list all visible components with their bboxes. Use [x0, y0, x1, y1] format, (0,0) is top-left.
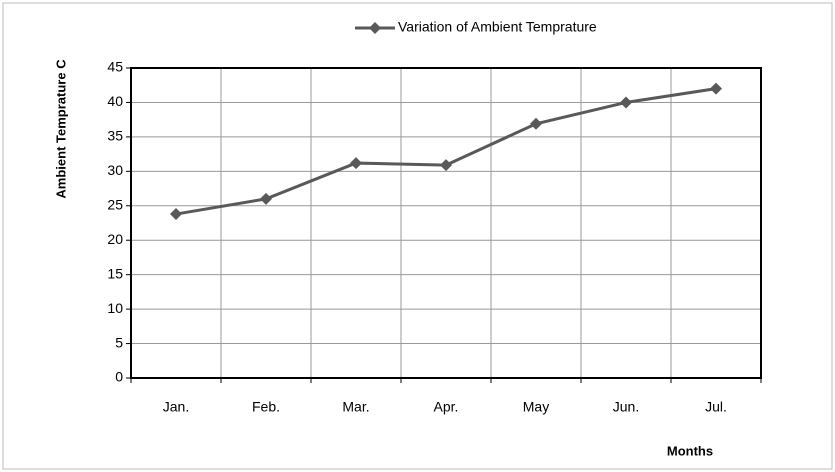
x-tick-label: Jun.: [613, 399, 639, 415]
x-tick-label: Jan.: [163, 399, 189, 415]
x-axis-label: Months: [667, 443, 713, 458]
x-tick-label: Jul.: [705, 399, 727, 415]
marker: [170, 208, 182, 221]
y-tick-label: 30: [107, 162, 123, 178]
y-tick-label: 20: [107, 231, 123, 247]
y-axis-label: Ambient Temprature C: [53, 59, 68, 199]
legend-marker: [369, 22, 381, 34]
marker: [710, 82, 722, 95]
y-tick-label: 40: [107, 93, 123, 109]
x-tick-label: Mar.: [342, 399, 369, 415]
y-tick-label: 10: [107, 300, 123, 316]
marker: [440, 159, 452, 172]
y-tick-label: 45: [107, 59, 123, 75]
y-tick-label: 35: [107, 128, 123, 144]
y-tick-label: 5: [115, 334, 123, 350]
y-tick-label: 15: [107, 265, 123, 281]
y-tick-label: 25: [107, 196, 123, 212]
marker: [530, 117, 542, 130]
x-tick-label: Feb.: [252, 399, 280, 415]
y-tick-label: 0: [115, 369, 123, 385]
legend-label: Variation of Ambient Temprature: [398, 19, 597, 35]
x-tick-label: May: [523, 399, 549, 415]
x-tick-label: Apr.: [434, 399, 459, 415]
marker: [350, 157, 362, 170]
plot-border: [130, 67, 762, 379]
marker: [620, 96, 632, 109]
marker: [260, 192, 272, 205]
